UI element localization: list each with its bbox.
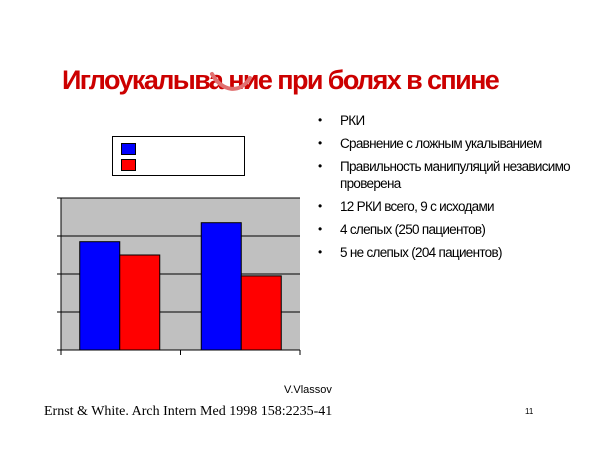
- bullet-dot: •: [318, 113, 322, 127]
- bullet-text: РКИ: [340, 113, 365, 128]
- citation-reference: Ernst & White. Arch Intern Med 1998 158:…: [44, 404, 333, 419]
- bullet-list: • РКИ • Сравнение с ложным укалыванием • Пр…: [316, 112, 586, 267]
- bullet-text: 5 не слепых (204 пациентов): [340, 245, 502, 260]
- bar-red-2: [240, 275, 282, 351]
- legend-swatch-blue: [121, 143, 136, 155]
- chart-legend: [112, 136, 245, 176]
- bullet-dot: •: [318, 222, 322, 236]
- bullet-text: 4 слепых (250 пациентов): [340, 222, 486, 237]
- bullet-item: • РКИ: [316, 112, 586, 129]
- author-name: V.Vlassov: [284, 384, 332, 396]
- bar-chart: [57, 197, 301, 355]
- bullet-item: • 5 не слепых (204 пациентов): [316, 244, 586, 261]
- bar-blue-2: [200, 222, 242, 351]
- bar-blue-1: [79, 241, 121, 351]
- bar-red-1: [119, 254, 161, 351]
- bullet-item: • Сравнение с ложным укалыванием: [316, 135, 586, 152]
- bullet-dot: •: [318, 199, 322, 213]
- bullet-item: • Правильность манипуляций независимо про…: [316, 158, 586, 192]
- bullet-dot: •: [318, 245, 322, 259]
- bullet-item: • 12 РКИ всего, 9 с исходами: [316, 198, 586, 215]
- bullet-text: Сравнение с ложным укалыванием: [340, 136, 542, 151]
- bullet-text: 12 РКИ всего, 9 с исходами: [340, 199, 495, 214]
- title-area: Иглоукалыва ние при болях в спине: [62, 62, 500, 98]
- bullet-item: • 4 слепых (250 пациентов): [316, 221, 586, 238]
- page-number: 11: [525, 407, 534, 416]
- slide-title: Иглоукалыва ние при болях в спине: [62, 65, 500, 95]
- bullet-dot: •: [318, 159, 322, 173]
- bullet-text: Правильность манипуляций независимо пров…: [340, 159, 571, 191]
- legend-swatch-red: [121, 159, 136, 171]
- bullet-dot: •: [318, 136, 322, 150]
